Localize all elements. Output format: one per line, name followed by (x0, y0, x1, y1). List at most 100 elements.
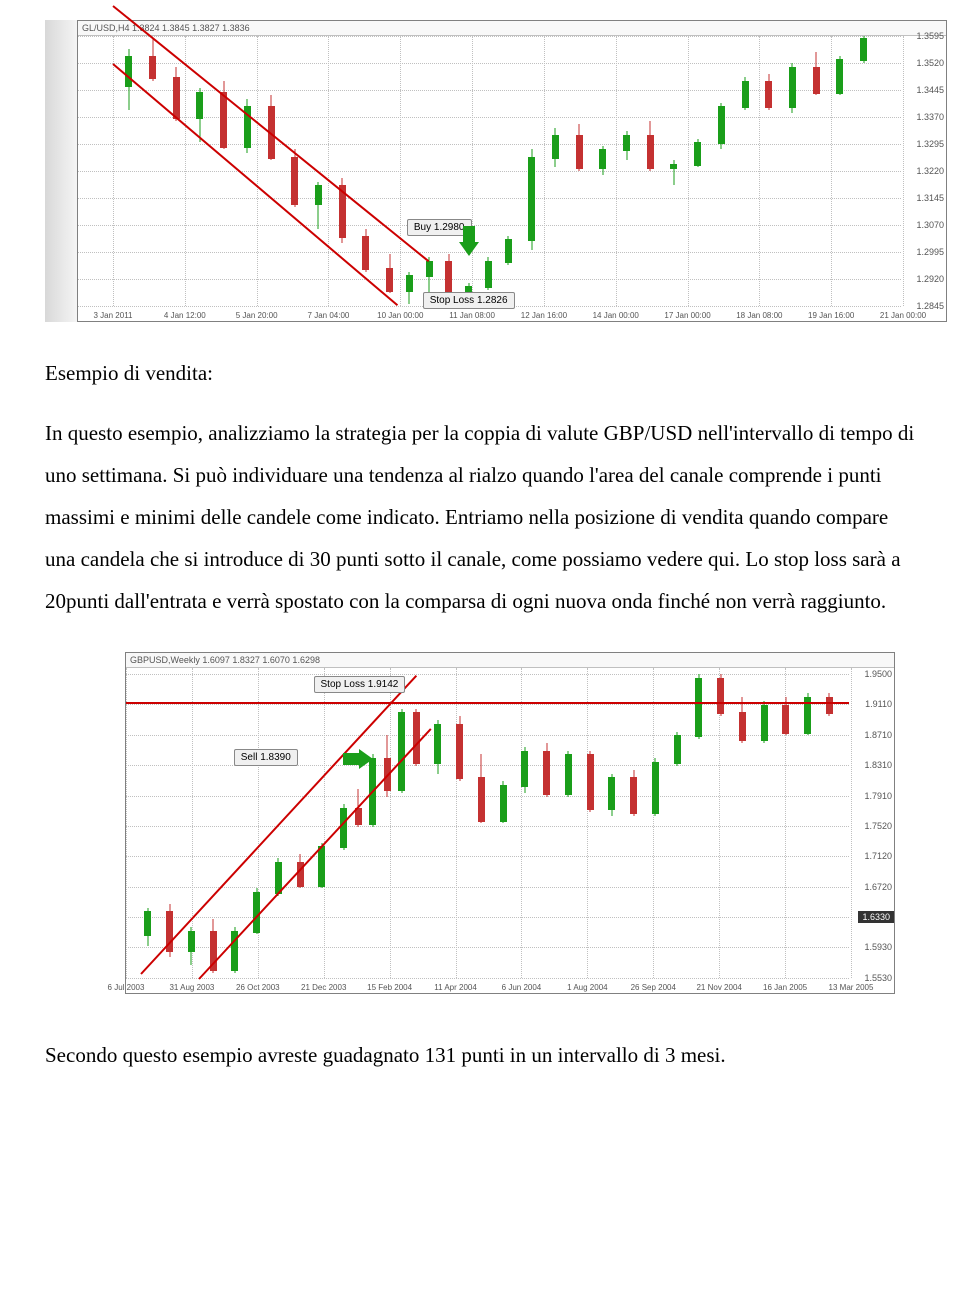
y-tick-label: 1.7120 (864, 851, 892, 861)
x-tick-label: 10 Jan 00:00 (377, 311, 423, 320)
candle (826, 668, 833, 978)
candle (670, 36, 677, 306)
x-tick-label: 6 Jun 2004 (502, 983, 542, 992)
x-tick-label: 5 Jan 20:00 (236, 311, 278, 320)
candle (694, 36, 701, 306)
heading: Esempio di vendita: (45, 352, 915, 394)
y-tick-label: 1.2920 (916, 274, 944, 284)
x-tick-label: 6 Jul 2003 (108, 983, 145, 992)
candle (789, 36, 796, 306)
x-tick-label: 31 Aug 2003 (169, 983, 214, 992)
candle (608, 668, 615, 978)
candle (268, 36, 275, 306)
arrow-down-icon (459, 242, 479, 256)
candle (576, 36, 583, 306)
x-tick-label: 21 Jan 00:00 (880, 311, 926, 320)
y-tick-label: 1.7910 (864, 791, 892, 801)
grid-v (472, 36, 473, 306)
chart2: GBPUSD,Weekly 1.6097 1.8327 1.6070 1.629… (125, 652, 895, 994)
x-tick-label: 12 Jan 16:00 (521, 311, 567, 320)
paragraph-1: In questo esempio, analizziamo la strate… (45, 412, 915, 622)
chart1-header: GL/USD,H4 1.3824 1.3845 1.3827 1.3836 (78, 21, 946, 36)
stop-loss-line (126, 702, 849, 704)
candle (599, 36, 606, 306)
candle (398, 668, 405, 978)
candle (149, 36, 156, 306)
grid-v (851, 668, 852, 978)
x-tick-label: 26 Sep 2004 (631, 983, 676, 992)
candle (623, 36, 630, 306)
candle (674, 668, 681, 978)
candle (813, 36, 820, 306)
chart2-header: GBPUSD,Weekly 1.6097 1.8327 1.6070 1.629… (126, 653, 894, 668)
x-tick-label: 26 Oct 2003 (236, 983, 280, 992)
y-tick-label: 1.7520 (864, 821, 892, 831)
x-tick-label: 15 Feb 2004 (367, 983, 412, 992)
candle (717, 668, 724, 978)
candle (362, 36, 369, 306)
candle (166, 668, 173, 978)
x-tick-label: 19 Jan 16:00 (808, 311, 854, 320)
candle (173, 36, 180, 306)
y-tick-label: 1.3295 (916, 139, 944, 149)
candle (456, 668, 463, 978)
candle (426, 36, 433, 306)
x-tick-label: 13 Mar 2005 (829, 983, 874, 992)
grid-v (400, 36, 401, 306)
grid-v (113, 36, 114, 306)
grid-v (185, 36, 186, 306)
y-tick-label: 1.2845 (916, 301, 944, 311)
candle (804, 668, 811, 978)
candle (210, 668, 217, 978)
candle (630, 668, 637, 978)
x-tick-label: 11 Apr 2004 (434, 983, 477, 992)
candle (220, 36, 227, 306)
candle (478, 668, 485, 978)
y-tick-label: 1.3595 (916, 31, 944, 41)
y-tick-label: 1.9500 (864, 669, 892, 679)
arrow-stem (343, 753, 359, 765)
y-tick-label: 1.3145 (916, 193, 944, 203)
candle (413, 668, 420, 978)
grid-v (688, 36, 689, 306)
candle (144, 668, 151, 978)
chart2-wrap: GBPUSD,Weekly 1.6097 1.8327 1.6070 1.629… (125, 652, 895, 994)
chart2-body: 1.55301.59301.63301.67201.71201.75201.79… (126, 668, 894, 993)
candle (386, 36, 393, 306)
price-tag: 1.6330 (858, 911, 894, 923)
candle (782, 668, 789, 978)
chart1-wrap: GL/USD,H4 1.3824 1.3845 1.3827 1.3836 1.… (45, 20, 915, 322)
grid-v (831, 36, 832, 306)
candle (505, 36, 512, 306)
candle (652, 668, 659, 978)
x-tick-label: 11 Jan 08:00 (449, 311, 495, 320)
paragraph-2: Secondo questo esempio avreste guadagnat… (45, 1034, 915, 1076)
y-tick-label: 1.5530 (864, 973, 892, 983)
candle (485, 36, 492, 306)
x-tick-label: 21 Dec 2003 (301, 983, 346, 992)
chart1: GL/USD,H4 1.3824 1.3845 1.3827 1.3836 1.… (77, 20, 947, 322)
grid-v (328, 36, 329, 306)
candle (406, 36, 413, 306)
candle (318, 668, 325, 978)
x-tick-label: 18 Jan 08:00 (736, 311, 782, 320)
y-tick-label: 1.8710 (864, 730, 892, 740)
candle (761, 668, 768, 978)
candle (565, 668, 572, 978)
candle (384, 668, 391, 978)
candle (188, 668, 195, 978)
page: GL/USD,H4 1.3824 1.3845 1.3827 1.3836 1.… (0, 0, 960, 1124)
y-tick-label: 1.5930 (864, 942, 892, 952)
x-tick-label: 7 Jan 04:00 (308, 311, 350, 320)
candle (297, 668, 304, 978)
grid-v (126, 668, 127, 978)
x-tick-label: 1 Aug 2004 (567, 983, 607, 992)
stop-loss-annotation: Stop Loss 1.9142 (314, 676, 406, 693)
candle (739, 668, 746, 978)
x-tick-label: 3 Jan 2011 (94, 311, 133, 320)
candle (231, 668, 238, 978)
arrow-stem (463, 226, 475, 242)
grid-h (126, 978, 849, 979)
candle (445, 36, 452, 306)
candle (465, 36, 472, 306)
